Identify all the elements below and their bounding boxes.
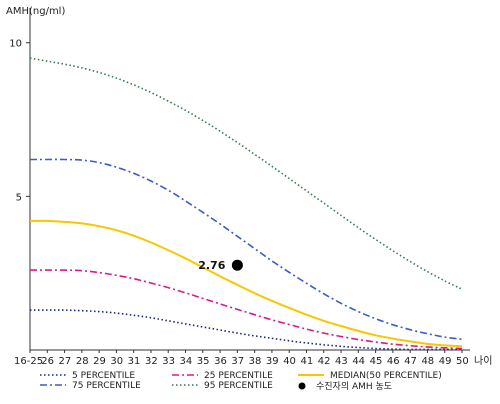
legend-patient-marker: [298, 382, 306, 390]
x-tick-label: 36: [214, 356, 227, 367]
y-axis-title: AMH(ng/ml): [6, 6, 65, 17]
series-line-median-50-percentile: [29, 219, 463, 348]
x-tick-label: 48: [421, 356, 434, 367]
x-tick-label: 44: [352, 356, 365, 367]
x-tick-label: 27: [59, 356, 72, 367]
patient-amh-point: [231, 259, 243, 271]
x-axis-title: 나이: [474, 355, 492, 367]
x-tick-label: 26: [41, 356, 54, 367]
legend-label: 75 PERCENTILE: [72, 381, 141, 391]
x-tick-label: 46: [387, 356, 400, 367]
series-line-25-percentile: [29, 269, 463, 350]
x-tick-label: 28: [76, 356, 89, 367]
x-tick-label: 49: [439, 356, 452, 367]
x-tick-label: 37: [231, 356, 244, 367]
series-line-75-percentile: [29, 158, 463, 340]
x-tick-label: 47: [404, 356, 417, 367]
x-tick-label: 30: [110, 356, 123, 367]
x-tick-label: 45: [370, 356, 383, 367]
legend-label: MEDIAN(50 PERCENTILE): [330, 371, 442, 381]
legend-label-patient: 수진자의 AMH 농도: [316, 381, 392, 392]
legend-label: 5 PERCENTILE: [72, 371, 135, 381]
legend-label: 25 PERCENTILE: [204, 371, 273, 381]
x-tick-label: 34: [180, 356, 193, 367]
x-tick-label: 40: [283, 356, 296, 367]
series-line-95-percentile: [29, 57, 463, 290]
x-tick-label: 29: [93, 356, 106, 367]
legend-label: 95 PERCENTILE: [204, 381, 273, 391]
x-tick-label: 39: [266, 356, 279, 367]
x-tick-label: 43: [335, 356, 348, 367]
x-tick-label: 32: [145, 356, 158, 367]
x-tick-label: 35: [197, 356, 210, 367]
y-tick-label: 5: [16, 192, 22, 203]
x-tick-label: 41: [300, 356, 313, 367]
series-line-5-percentile: [30, 309, 462, 351]
x-tick-label: 31: [128, 356, 141, 367]
x-tick-label: 16-25: [14, 356, 43, 367]
y-tick-label: 10: [9, 39, 22, 50]
x-tick-label: 42: [318, 356, 331, 367]
x-tick-label: 38: [249, 356, 262, 367]
x-tick-label: 33: [162, 356, 175, 367]
patient-amh-value-label: 2.76: [198, 259, 225, 272]
x-tick-label: 50: [456, 356, 469, 367]
